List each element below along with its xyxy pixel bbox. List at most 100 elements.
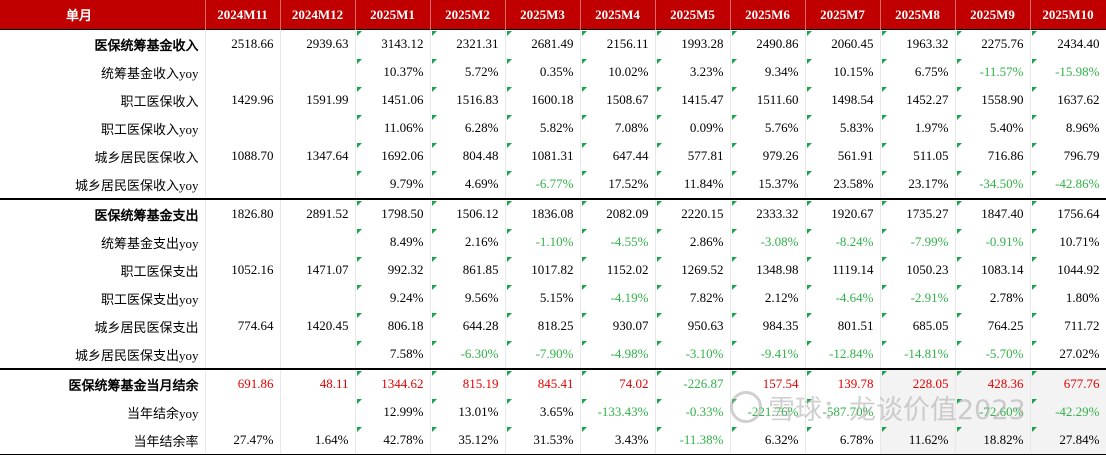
table-cell: 5.40% xyxy=(955,114,1031,142)
table-cell: -0.91% xyxy=(955,228,1031,256)
table-cell: -42.86% xyxy=(1030,170,1106,199)
table-cell: 5.72% xyxy=(430,58,506,86)
row-label: 当年结余率 xyxy=(0,426,206,455)
table-cell xyxy=(205,170,281,199)
table-cell: -4.55% xyxy=(580,228,656,256)
table-cell: 1498.54 xyxy=(805,86,881,114)
table-row: 城乡居民医保收入yoy 9.79% 4.69% -6.77% 17.52% 11.84% 1… xyxy=(0,170,1106,199)
table-cell xyxy=(280,170,356,199)
row-label: 职工医保支出 xyxy=(0,256,206,284)
table-cell: 691.86 xyxy=(205,368,281,398)
table-cell xyxy=(205,114,281,142)
row-label: 统筹基金支出yoy xyxy=(0,228,206,256)
table-cell: -15.98% xyxy=(1030,58,1106,86)
table-cell xyxy=(280,228,356,256)
table-cell: 13.01% xyxy=(430,398,506,426)
table-cell: -11.57% xyxy=(955,58,1031,86)
table-row: 职工医保支出yoy 9.24% 9.56% 5.15% -4.19% 7.82% 2.12%… xyxy=(0,284,1106,312)
table-cell: 4.69% xyxy=(430,170,506,199)
table-cell: 677.76 xyxy=(1030,368,1106,398)
table-cell: 2082.09 xyxy=(580,198,656,228)
table-cell: 845.41 xyxy=(505,368,581,398)
table-cell: -3.10% xyxy=(655,340,731,369)
table-cell: 1017.82 xyxy=(505,256,581,284)
table-cell: 1088.70 xyxy=(205,142,281,170)
table-cell: -6.30% xyxy=(430,340,506,369)
table-cell xyxy=(280,114,356,142)
table-cell: 1798.50 xyxy=(355,198,431,228)
table-row: 职工医保收入yoy 11.06% 6.28% 5.82% 7.08% 0.09% 5.76%… xyxy=(0,114,1106,142)
table-cell: 2.12% xyxy=(730,284,806,312)
table-cell: 8.49% xyxy=(355,228,431,256)
table-cell: 1920.67 xyxy=(805,198,881,228)
header-month: 2024M12 xyxy=(280,0,356,30)
row-label: 医保统筹基金当月结余 xyxy=(0,368,206,398)
table-cell: 3143.12 xyxy=(355,29,431,58)
table-cell: 15.37% xyxy=(730,170,806,199)
table-cell: 18.82% xyxy=(955,426,1031,455)
table-cell: -5.70% xyxy=(955,340,1031,369)
table-cell: 11.62% xyxy=(880,426,956,455)
table-cell: 2939.63 xyxy=(280,29,356,58)
table-cell: 711.72 xyxy=(1030,312,1106,340)
table-row: 医保统筹基金当月结余 691.86 48.11 1344.62 815.19 845.41… xyxy=(0,368,1106,398)
table-cell: 806.18 xyxy=(355,312,431,340)
table-cell: 1152.02 xyxy=(580,256,656,284)
table-cell: 11.84% xyxy=(655,170,731,199)
table-cell: 6.78% xyxy=(805,426,881,455)
table-cell: 561.91 xyxy=(805,142,881,170)
table-cell xyxy=(205,58,281,86)
table-cell: 35.12% xyxy=(430,426,506,455)
table-cell xyxy=(280,284,356,312)
table-cell: -133.43% xyxy=(580,398,656,426)
header-month: 2025M6 xyxy=(730,0,806,30)
table-cell: 5.83% xyxy=(805,114,881,142)
table-cell: 0.35% xyxy=(505,58,581,86)
table-cell: 930.07 xyxy=(580,312,656,340)
table-cell: 6.32% xyxy=(730,426,806,455)
table-cell: 5.76% xyxy=(730,114,806,142)
table-cell: 764.25 xyxy=(955,312,1031,340)
table-cell: -587.70% xyxy=(805,398,881,426)
table-cell: 1348.98 xyxy=(730,256,806,284)
table-cell: -0.33% xyxy=(655,398,731,426)
header-month: 2025M3 xyxy=(505,0,581,30)
table-cell: -3.08% xyxy=(730,228,806,256)
table-cell: 1415.47 xyxy=(655,86,731,114)
table-cell: 10.71% xyxy=(1030,228,1106,256)
table-cell: 1429.96 xyxy=(205,86,281,114)
row-label: 城乡居民医保支出 xyxy=(0,312,206,340)
table-cell: 1637.62 xyxy=(1030,86,1106,114)
row-label: 城乡居民医保支出yoy xyxy=(0,340,206,369)
table-cell: 48.11 xyxy=(280,368,356,398)
table-cell: 1558.90 xyxy=(955,86,1031,114)
table-cell: 644.28 xyxy=(430,312,506,340)
row-label: 医保统筹基金支出 xyxy=(0,198,206,228)
table-cell: 2490.86 xyxy=(730,29,806,58)
row-label: 职工医保收入yoy xyxy=(0,114,206,142)
table-cell: -226.87 xyxy=(655,368,731,398)
table-cell: 9.34% xyxy=(730,58,806,86)
table-cell: -7.99% xyxy=(880,228,956,256)
table-cell: -14.81% xyxy=(880,340,956,369)
table-cell: 10.02% xyxy=(580,58,656,86)
table-cell: 157.54 xyxy=(730,368,806,398)
table-cell: 5.82% xyxy=(505,114,581,142)
table-row: 城乡居民医保支出 774.64 1420.45 806.18 644.28 818.25 9… xyxy=(0,312,1106,340)
table-cell: 1451.06 xyxy=(355,86,431,114)
row-label: 职工医保收入 xyxy=(0,86,206,114)
table-cell: 992.32 xyxy=(355,256,431,284)
header-month: 2025M8 xyxy=(880,0,956,30)
table-cell: 1452.27 xyxy=(880,86,956,114)
table-cell: 647.44 xyxy=(580,142,656,170)
table-cell: 804.48 xyxy=(430,142,506,170)
table-cell: -72.60% xyxy=(955,398,1031,426)
table-cell: -12.84% xyxy=(805,340,881,369)
table-cell: 1420.45 xyxy=(280,312,356,340)
table-cell: 950.63 xyxy=(655,312,731,340)
table-row: 职工医保支出 1052.16 1471.07 992.32 861.85 1017.82 1… xyxy=(0,256,1106,284)
table-cell xyxy=(280,398,356,426)
table-cell: 42.78% xyxy=(355,426,431,455)
table-cell: 1471.07 xyxy=(280,256,356,284)
table-cell: 2321.31 xyxy=(430,29,506,58)
